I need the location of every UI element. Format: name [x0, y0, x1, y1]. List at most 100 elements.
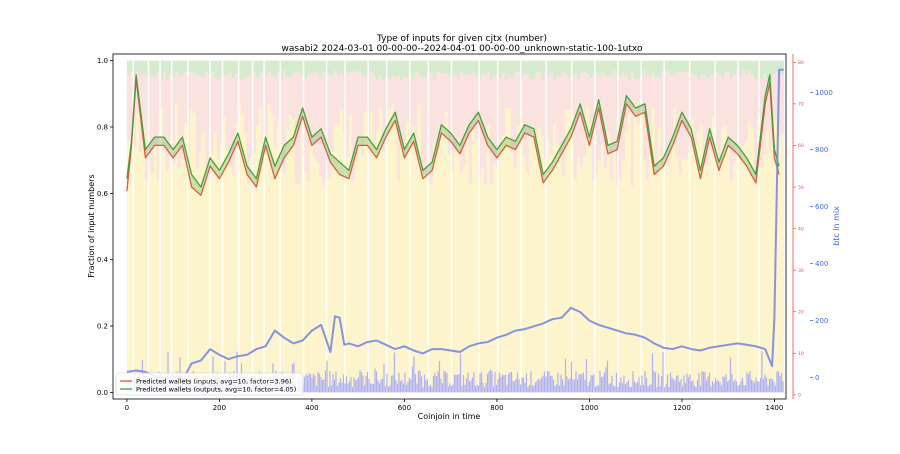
- band-remix-segment: [162, 71, 167, 150]
- band-top-segment: [237, 60, 242, 80]
- bottom-bar: [335, 371, 337, 393]
- band-top-segment: [534, 60, 539, 74]
- band-fresh-segment: [501, 134, 506, 393]
- band-fresh-segment: [423, 172, 428, 393]
- band-remix-segment: [498, 77, 503, 146]
- bottom-bar: [755, 377, 757, 393]
- bottom-bar: [539, 380, 541, 393]
- band-top-segment: [633, 60, 638, 79]
- band-top-segment: [441, 60, 446, 73]
- bottom-bar: [305, 374, 307, 393]
- band-fresh-segment: [276, 120, 281, 393]
- band-top-segment: [210, 60, 215, 72]
- band-top-segment: [744, 60, 749, 75]
- band-remix-segment: [771, 74, 776, 122]
- bottom-bar: [579, 374, 582, 393]
- band-top-segment: [162, 60, 167, 72]
- band-fresh-segment: [300, 117, 305, 393]
- bottom-bar: [462, 375, 465, 393]
- band-remix-segment: [711, 75, 716, 115]
- band-top-segment: [708, 60, 713, 77]
- bottom-bar: [534, 382, 537, 393]
- band-remix-segment: [243, 78, 248, 134]
- band-remix-segment: [516, 71, 521, 127]
- band-remix-segment: [579, 73, 584, 167]
- band-fresh-segment: [414, 156, 419, 393]
- band-fresh-segment: [330, 152, 335, 393]
- band-top-segment: [351, 60, 356, 72]
- band-top-segment: [603, 60, 608, 77]
- bottom-bar: [630, 386, 633, 393]
- bottom-bar: [660, 376, 663, 393]
- band-fresh-segment: [369, 112, 374, 393]
- bottom-bar: [426, 378, 429, 393]
- wallet-tick-label: 50: [798, 185, 804, 191]
- bottom-bar: [624, 384, 627, 393]
- band-remix-segment: [657, 77, 662, 129]
- band-fresh-segment: [645, 181, 650, 393]
- band-top-segment: [270, 60, 275, 76]
- bottom-bar: [359, 369, 361, 393]
- band-top-segment: [486, 60, 491, 72]
- bottom-bar: [540, 377, 543, 393]
- band-fresh-segment: [348, 113, 353, 393]
- band-remix-segment: [468, 73, 473, 185]
- bottom-bar: [740, 381, 742, 393]
- band-remix-segment: [648, 76, 653, 156]
- band-fresh-segment: [747, 121, 752, 393]
- bottom-bar: [567, 379, 570, 393]
- bottom-bar: [441, 383, 444, 393]
- bottom-bar: [761, 351, 763, 393]
- band-remix-segment: [159, 79, 164, 107]
- bottom-bar: [663, 387, 666, 393]
- band-remix-segment: [432, 80, 437, 145]
- band-fresh-segment: [327, 177, 332, 393]
- band-remix-segment: [576, 79, 581, 159]
- band-fresh-segment: [177, 167, 182, 393]
- band-fresh-segment: [294, 183, 299, 393]
- band-fresh-segment: [153, 146, 158, 393]
- band-fresh-segment: [387, 110, 392, 393]
- bottom-bar: [764, 374, 766, 393]
- bottom-bar: [561, 379, 564, 393]
- bottom-bar: [351, 386, 354, 393]
- y-tick-label: 0.6: [97, 190, 109, 198]
- band-top-segment: [549, 60, 554, 72]
- band-top-segment: [303, 60, 308, 79]
- band-remix-segment: [369, 71, 374, 113]
- wallet-tick-label: 20: [798, 310, 804, 316]
- band-top-segment: [597, 60, 602, 76]
- band-fresh-segment: [759, 167, 764, 393]
- band-fresh-segment: [663, 159, 668, 393]
- band-fresh-segment: [624, 131, 629, 393]
- band-top-segment: [348, 60, 353, 72]
- band-fresh-segment: [768, 152, 773, 393]
- band-remix-segment: [291, 72, 296, 118]
- band-top-segment: [702, 60, 707, 76]
- band-fresh-segment: [126, 140, 131, 393]
- band-top-segment: [213, 60, 218, 78]
- band-top-segment: [444, 60, 449, 74]
- bottom-bar: [620, 377, 622, 393]
- band-fresh-segment: [549, 154, 554, 393]
- band-top-segment: [768, 60, 773, 80]
- band-remix-segment: [357, 70, 362, 137]
- band-remix-segment: [429, 73, 434, 185]
- bottom-bar: [392, 375, 394, 393]
- bottom-bar: [678, 381, 681, 393]
- band-gap: [302, 60, 305, 393]
- band-fresh-segment: [162, 149, 167, 393]
- bottom-bar: [590, 375, 592, 393]
- wallet-tick-label: 0: [798, 393, 801, 399]
- bottom-bar: [492, 386, 495, 393]
- bottom-bar: [513, 381, 516, 393]
- band-remix-segment: [732, 74, 737, 164]
- band-remix-segment: [564, 74, 569, 111]
- bottom-bar: [614, 386, 616, 393]
- band-remix-segment: [474, 75, 479, 141]
- band-top-segment: [381, 60, 386, 80]
- band-top-segment: [318, 60, 323, 79]
- band-top-segment: [555, 60, 560, 76]
- band-top-segment: [360, 60, 365, 75]
- band-top-segment: [393, 60, 398, 77]
